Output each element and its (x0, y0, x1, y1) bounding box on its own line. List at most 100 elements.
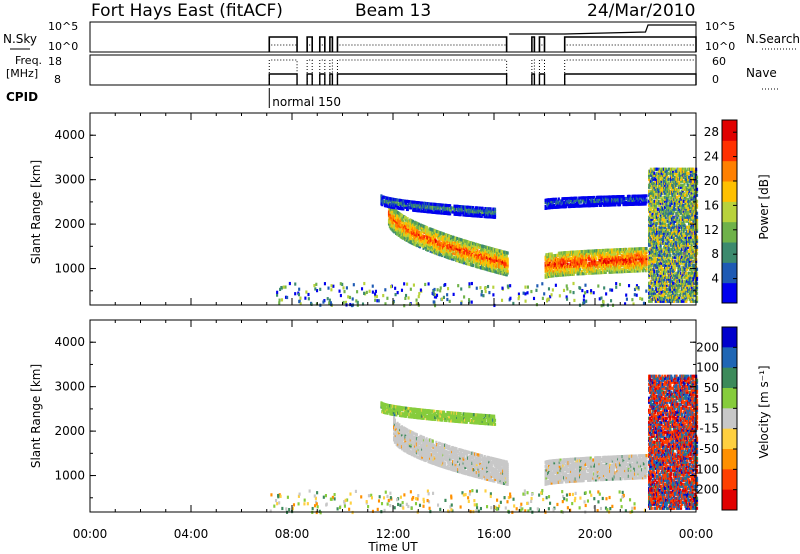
data-cell (678, 283, 681, 287)
data-cell (418, 232, 421, 236)
nave-tick-low: 0 (712, 73, 719, 86)
data-cell (659, 271, 662, 275)
data-cell (654, 253, 657, 257)
data-cell (655, 247, 658, 251)
data-cell (667, 201, 670, 205)
data-cell (668, 261, 671, 265)
data-cell (476, 259, 479, 263)
data-cell (678, 277, 681, 281)
data-cell (397, 231, 400, 235)
data-cell (662, 199, 665, 203)
nsearch-step (329, 44, 333, 52)
data-cell (672, 205, 676, 209)
data-cell (575, 256, 578, 260)
data-cell (649, 169, 652, 173)
data-cell (669, 287, 672, 291)
data-cell (550, 252, 553, 256)
data-cell (671, 223, 674, 227)
data-cell (605, 199, 608, 203)
data-cell (600, 254, 603, 259)
data-cell (610, 254, 614, 258)
data-cell (495, 260, 499, 264)
data-cell (671, 175, 674, 179)
nsky-rise (509, 24, 696, 35)
data-cell (628, 249, 631, 253)
data-cell (648, 265, 651, 269)
data-cell (580, 270, 583, 274)
data-cell (675, 177, 678, 181)
data-cell (384, 204, 387, 208)
data-cell (659, 295, 662, 299)
data-cell (666, 237, 669, 241)
data-cell (450, 247, 453, 251)
data-cell (680, 253, 683, 257)
data-cell (651, 223, 654, 227)
data-cell (673, 261, 676, 265)
data-cell (677, 167, 680, 171)
data-cell (426, 246, 430, 250)
data-cell (653, 213, 656, 217)
data-cell (655, 203, 658, 207)
data-cell (680, 267, 683, 271)
data-cell (677, 281, 680, 285)
data-cell (649, 221, 652, 225)
data-cell (457, 249, 460, 253)
data-cell (672, 289, 676, 293)
data-cell (593, 195, 596, 200)
data-cell (587, 251, 591, 255)
data-cell (658, 241, 661, 245)
data-cell (452, 257, 455, 262)
data-cell (634, 269, 637, 273)
data-cell (463, 261, 466, 265)
data-cell (471, 245, 474, 249)
data-cell (681, 281, 684, 285)
data-cell (584, 200, 587, 204)
data-cell (664, 173, 667, 177)
data-cell (480, 248, 484, 252)
data-cell (382, 199, 385, 203)
data-cell (558, 205, 561, 209)
station-title: Fort Hays East (fitACF) (91, 1, 283, 21)
data-cell (632, 251, 635, 255)
data-cell (659, 255, 662, 259)
data-cell (556, 199, 560, 203)
data-cell (625, 196, 628, 201)
data-cell (613, 197, 616, 201)
data-cell (680, 201, 683, 205)
data-cell (587, 200, 590, 204)
data-cell (648, 295, 652, 299)
data-cell (680, 211, 683, 215)
data-cell (665, 295, 668, 299)
data-cell (426, 244, 429, 248)
data-cell (660, 171, 663, 175)
data-cell (568, 202, 571, 207)
nave-step (336, 59, 508, 85)
data-cell (661, 185, 664, 189)
data-cell (544, 204, 547, 208)
data-cell (663, 215, 666, 219)
data-cell (400, 201, 403, 205)
data-cell (665, 251, 668, 255)
data-cell (436, 207, 439, 211)
data-cell (402, 220, 405, 224)
data-cell (381, 203, 384, 207)
data-cell (664, 291, 668, 295)
data-cell (602, 270, 605, 275)
data-cell (436, 205, 439, 209)
data-cell (428, 210, 431, 214)
data-cell (682, 183, 685, 187)
data-cell (672, 199, 676, 203)
data-cell (424, 209, 427, 214)
data-cell (659, 201, 662, 205)
data-cell (660, 261, 663, 265)
freq-step (306, 73, 313, 85)
nsky-step (336, 36, 508, 52)
data-cell (669, 291, 672, 295)
data-cell (675, 171, 678, 175)
data-cell (627, 255, 630, 259)
data-cell (655, 295, 658, 299)
data-cell (678, 285, 681, 289)
data-cell (678, 211, 681, 215)
data-cell (670, 221, 673, 225)
data-cell (663, 201, 666, 205)
